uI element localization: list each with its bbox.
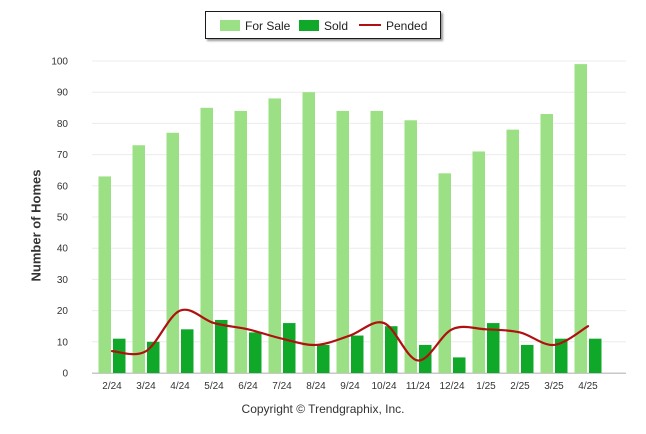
bar-sold: [589, 338, 602, 373]
y-tick-label: 10: [57, 337, 69, 348]
legend-item-for-sale[interactable]: For Sale: [220, 19, 290, 33]
bar-for-sale: [438, 173, 451, 373]
y-tick-label: 90: [57, 88, 69, 99]
bar-sold: [113, 338, 126, 373]
bar-sold: [317, 344, 330, 373]
y-tick-label: 20: [57, 306, 69, 317]
x-tick-label: 10/24: [371, 381, 396, 392]
bar-for-sale: [200, 107, 213, 374]
bar-for-sale: [132, 145, 145, 373]
bar-sold: [555, 338, 568, 373]
x-tick-label: 11/24: [406, 381, 431, 392]
y-tick-label: 80: [57, 119, 69, 130]
bar-for-sale: [574, 64, 587, 374]
bar-for-sale: [540, 114, 553, 373]
y-tick-label: 100: [51, 57, 68, 68]
y-tick-label: 0: [62, 369, 68, 380]
legend-swatch-sold: [299, 20, 319, 31]
y-tick-label: 70: [57, 150, 69, 161]
bar-sold: [249, 332, 262, 373]
bar-sold: [181, 329, 194, 373]
bar-for-sale: [336, 110, 349, 374]
bar-for-sale: [506, 129, 519, 373]
y-axis-ticks: 0 10 20 30 40 50 60 70 80 90 100: [51, 57, 68, 380]
x-tick-label: 2/25: [510, 381, 530, 392]
bar-sold: [453, 357, 466, 373]
y-tick-label: 40: [57, 244, 69, 255]
x-tick-label: 8/24: [306, 381, 326, 392]
y-tick-label: 60: [57, 181, 69, 192]
legend-swatch-for-sale: [220, 20, 240, 31]
x-tick-label: 12/24: [439, 381, 464, 392]
y-tick-label: 50: [57, 213, 69, 224]
x-tick-label: 2/24: [102, 381, 122, 392]
legend-item-sold[interactable]: Sold: [299, 19, 348, 33]
x-tick-label: 3/24: [136, 381, 156, 392]
x-tick-label: 4/25: [578, 381, 598, 392]
bar-for-sale: [166, 132, 179, 373]
bar-for-sale: [268, 98, 281, 373]
x-tick-label: 7/24: [272, 381, 292, 392]
bar-sold: [521, 344, 534, 373]
bar-sold: [351, 335, 364, 373]
bar-for-sale: [302, 92, 315, 373]
y-axis-label: Number of Homes: [28, 169, 44, 282]
legend-label-for-sale: For Sale: [245, 19, 291, 33]
bar-for-sale: [370, 110, 383, 374]
bars: [98, 64, 602, 374]
copyright-footer: Copyright © Trendgraphix, Inc.: [241, 402, 405, 416]
bar-for-sale: [98, 176, 111, 373]
legend: For Sale Sold Pended: [205, 11, 441, 39]
x-axis-ticks: 2/24 3/24 4/24 5/24 6/24 7/24 8/24 9/24 10/24 11/…: [102, 381, 598, 392]
pended-line: [110, 308, 590, 362]
x-tick-label: 6/24: [238, 381, 258, 392]
bar-sold: [283, 323, 296, 373]
bar-sold: [147, 341, 160, 373]
x-tick-label: 3/25: [544, 381, 564, 392]
x-tick-label: 4/24: [170, 381, 190, 392]
bar-sold: [385, 326, 398, 373]
bar-for-sale: [472, 151, 485, 373]
legend-label-pended: Pended: [386, 19, 428, 33]
legend-label-sold: Sold: [324, 19, 349, 33]
bar-sold: [487, 323, 500, 373]
legend-swatch-pended: [359, 24, 381, 26]
x-tick-label: 5/24: [204, 381, 224, 392]
x-tick-label: 1/25: [476, 381, 496, 392]
bar-for-sale: [234, 110, 247, 374]
bar-sold: [215, 319, 228, 373]
x-tick-label: 9/24: [340, 381, 360, 392]
y-tick-label: 30: [57, 275, 69, 286]
bar-for-sale: [404, 120, 417, 373]
legend-item-pended[interactable]: Pended: [359, 19, 427, 33]
